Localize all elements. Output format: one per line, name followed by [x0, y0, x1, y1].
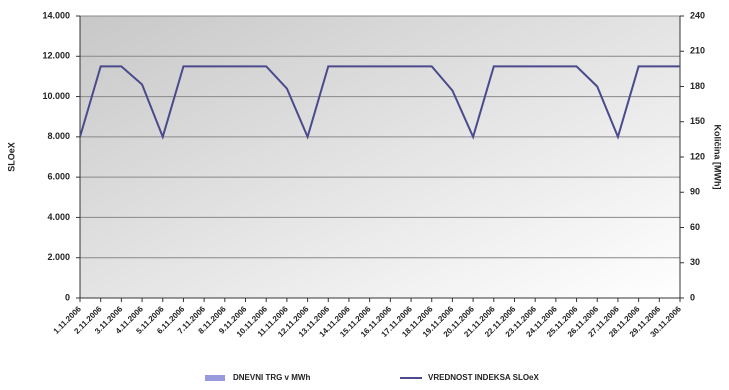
y2-tick-label: 210 — [690, 46, 705, 56]
y2-axis-label: Količina [MWh] — [713, 125, 723, 190]
y-tick-label: 10.000 — [42, 91, 70, 101]
legend-swatch — [205, 375, 225, 381]
y2-tick-label: 240 — [690, 10, 705, 20]
y2-tick-label: 0 — [690, 292, 695, 302]
y-tick-label: 4.000 — [47, 212, 70, 222]
y2-tick-label: 60 — [690, 222, 700, 232]
data-line — [79, 65, 680, 140]
legend-label: DNEVNI TRG v MWh — [233, 373, 310, 382]
plot-area — [80, 16, 680, 298]
y2-tick-label: 150 — [690, 116, 705, 126]
y2-tick-label: 180 — [690, 81, 705, 91]
y-tick-label: 12.000 — [42, 51, 70, 61]
y-tick-label: 2.000 — [47, 252, 70, 262]
y-tick-label: 14.000 — [42, 10, 70, 20]
y-tick-label: 6.000 — [47, 172, 70, 182]
y2-tick-label: 90 — [690, 187, 700, 197]
y2-tick-label: 120 — [690, 151, 705, 161]
y-tick-label: 8.000 — [47, 131, 70, 141]
y2-tick-label: 30 — [690, 257, 700, 267]
legend-label: VREDNOST INDEKSA SLOeX — [428, 373, 539, 382]
y-axis-label: SLOeX — [6, 142, 16, 172]
y-tick-label: 0 — [65, 292, 70, 302]
